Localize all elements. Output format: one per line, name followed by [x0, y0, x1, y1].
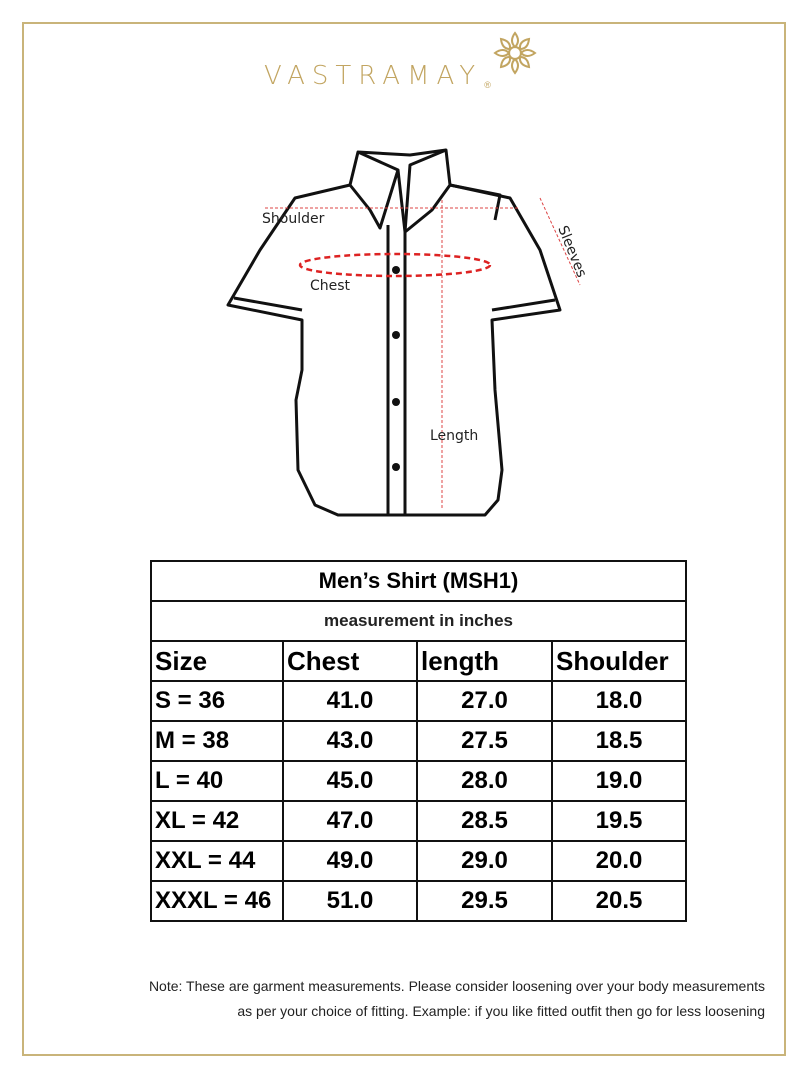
table-row: M = 38 43.0 27.5 18.5: [150, 720, 687, 762]
chest-cell: 47.0: [282, 800, 418, 842]
table-header-row: Size Chest length Shoulder: [150, 640, 687, 682]
sleeves-label: Sleeves: [554, 224, 589, 280]
shoulder-cell: 20.5: [551, 880, 687, 922]
note-text: Note: These are garment measurements. Pl…: [25, 974, 765, 1024]
table-subtitle: measurement in inches: [150, 600, 687, 642]
size-cell: XL = 42: [150, 800, 284, 842]
size-cell: M = 38: [150, 720, 284, 762]
size-cell: L = 40: [150, 760, 284, 802]
shirt-diagram: Shoulder Chest Length Sleeves: [226, 148, 589, 517]
shoulder-cell: 20.0: [551, 840, 687, 882]
header-size: Size: [150, 640, 284, 682]
chest-cell: 51.0: [282, 880, 418, 922]
header-chest: Chest: [282, 640, 418, 682]
shoulder-label: Shoulder: [262, 211, 325, 227]
header-shoulder: Shoulder: [551, 640, 687, 682]
brand-flower-icon: [493, 31, 537, 75]
table-row: S = 36 41.0 27.0 18.0: [150, 680, 687, 722]
size-cell: XXXL = 46: [150, 880, 284, 922]
table-title: Men’s Shirt (MSH1): [150, 560, 687, 602]
registered-mark: ®: [484, 80, 491, 90]
shoulder-cell: 19.5: [551, 800, 687, 842]
note-line-1: Note: These are garment measurements. Pl…: [148, 978, 765, 994]
note-line-2: as per your choice of fitting. Example: …: [237, 1003, 765, 1019]
chest-cell: 41.0: [282, 680, 418, 722]
size-chart-table: Men’s Shirt (MSH1) measurement in inches…: [150, 560, 687, 922]
chest-label: Chest: [310, 278, 351, 294]
length-cell: 27.0: [416, 680, 553, 722]
brand-logo: VASTRAMAY: [264, 61, 483, 91]
shoulder-cell: 19.0: [551, 760, 687, 802]
chest-cell: 45.0: [282, 760, 418, 802]
length-cell: 28.5: [416, 800, 553, 842]
table-row: XL = 42 47.0 28.5 19.5: [150, 800, 687, 842]
length-cell: 29.0: [416, 840, 553, 882]
table-row: XXL = 44 49.0 29.0 20.0: [150, 840, 687, 882]
shoulder-cell: 18.5: [551, 720, 687, 762]
header-length: length: [416, 640, 553, 682]
length-cell: 27.5: [416, 720, 553, 762]
chest-cell: 49.0: [282, 840, 418, 882]
table-row: XXXL = 46 51.0 29.5 20.5: [150, 880, 687, 922]
size-cell: XXL = 44: [150, 840, 284, 882]
length-cell: 29.5: [416, 880, 553, 922]
brand: VASTRAMAY ®: [264, 60, 491, 92]
length-label: Length: [430, 428, 478, 444]
table-row: L = 40 45.0 28.0 19.0: [150, 760, 687, 802]
size-cell: S = 36: [150, 680, 284, 722]
length-cell: 28.0: [416, 760, 553, 802]
chest-cell: 43.0: [282, 720, 418, 762]
page-frame: [22, 22, 786, 1056]
shoulder-cell: 18.0: [551, 680, 687, 722]
